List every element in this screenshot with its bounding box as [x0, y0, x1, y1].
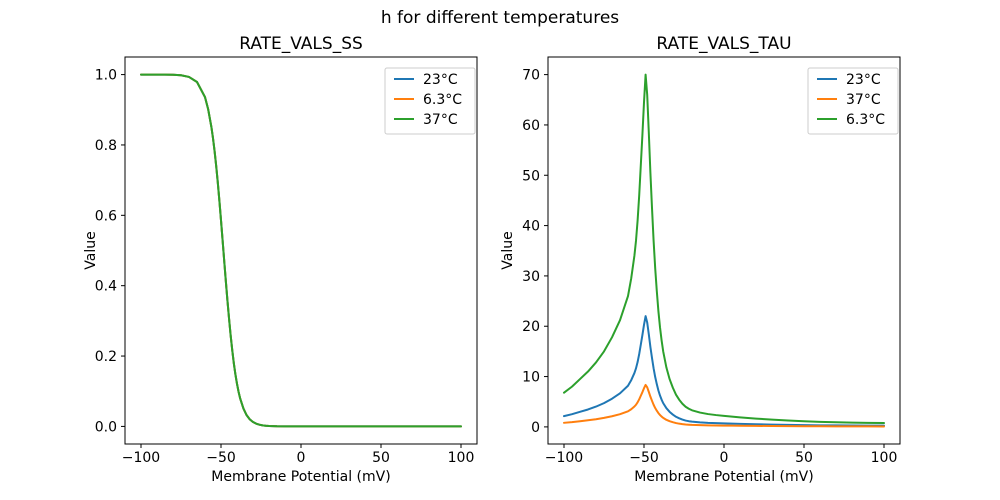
- legend-label: 37°C: [423, 112, 458, 128]
- x-tick-label: 100: [448, 450, 475, 466]
- figure-title: h for different temperatures: [380, 8, 620, 28]
- series-line-1: [563, 383, 885, 428]
- subplot-rate-vals-ss: −100 −50 0 50 100 0.0 0.2 0.4 0.6 0.8 1.0 RATE_VALS…: [83, 34, 478, 485]
- x-tick-label: −50: [206, 450, 236, 466]
- legend-box: [384, 67, 476, 135]
- y-tick-label: 20: [522, 319, 540, 335]
- y-tick-label: 40: [522, 219, 540, 235]
- legend: 23°C 37°C 6.3°C: [807, 67, 899, 135]
- axes-title: RATE_VALS_TAU: [656, 34, 791, 54]
- legend-label: 37°C: [846, 92, 881, 108]
- legend-label: 6.3°C: [423, 92, 462, 108]
- x-tick-label: 50: [795, 450, 813, 466]
- y-tick-label: 0.0: [95, 419, 117, 435]
- series-line-2: [140, 73, 462, 428]
- y-tick-label: 30: [522, 269, 540, 285]
- y-tick-label: 1.0: [95, 68, 117, 84]
- y-tick-label: 0.4: [95, 279, 117, 295]
- x-tick-label: −100: [122, 450, 160, 466]
- series-line-2: [563, 73, 885, 425]
- y-tick-label: 50: [522, 168, 540, 184]
- x-tick-label: 100: [871, 450, 898, 466]
- x-tick-label: −50: [629, 450, 659, 466]
- legend-label: 23°C: [423, 72, 458, 88]
- y-tick-label: 0.2: [95, 349, 117, 365]
- y-tick-label: 60: [522, 118, 540, 134]
- x-axis-label: Membrane Potential (mV): [211, 469, 390, 485]
- y-tick-label: 0.6: [95, 208, 117, 224]
- legend: 23°C 6.3°C 37°C: [384, 67, 476, 135]
- legend-box: [807, 67, 899, 135]
- axes-title: RATE_VALS_SS: [239, 34, 363, 54]
- series-line-0: [563, 315, 885, 427]
- subplot-rate-vals-tau: −100 −50 0 50 100 0 10 20 30 40 50 60 70 RATE_VALS_TA…: [500, 34, 901, 485]
- x-tick-label: 0: [297, 450, 306, 466]
- y-tick-label: 0: [531, 420, 540, 436]
- x-axis-label: Membrane Potential (mV): [634, 469, 813, 485]
- x-tick-label: −100: [545, 450, 583, 466]
- legend-label: 23°C: [846, 72, 881, 88]
- y-axis-label: Value: [83, 231, 99, 269]
- y-tick-label: 0.8: [95, 138, 117, 154]
- y-tick-label: 10: [522, 370, 540, 386]
- y-tick-label: 70: [522, 68, 540, 84]
- y-axis-label: Value: [500, 231, 516, 269]
- x-tick-label: 50: [372, 450, 390, 466]
- x-tick-label: 0: [720, 450, 729, 466]
- legend-label: 6.3°C: [846, 112, 885, 128]
